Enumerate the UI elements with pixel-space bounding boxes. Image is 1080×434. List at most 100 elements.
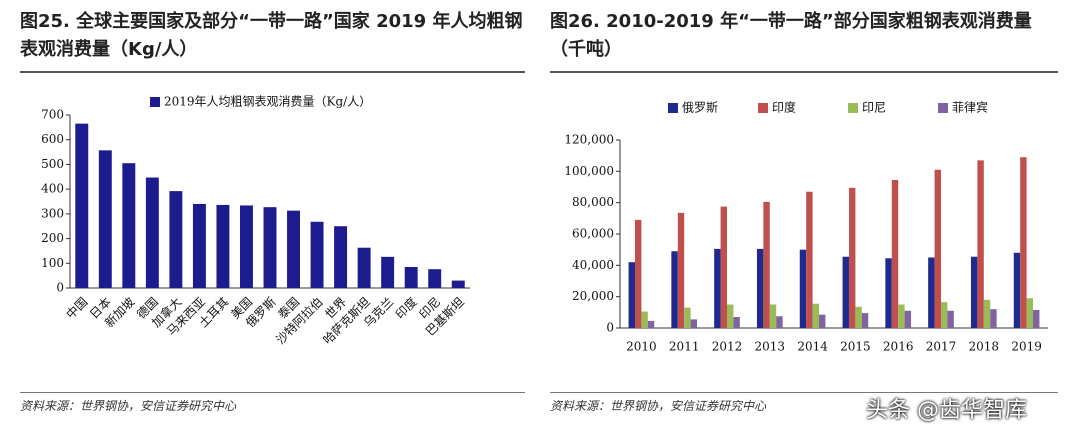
legend-swatch: [758, 103, 768, 113]
y-tick-label: 100: [41, 256, 64, 270]
bar: [990, 309, 997, 328]
bar: [727, 304, 734, 328]
y-tick-label: 40,000: [572, 258, 614, 272]
bar: [647, 320, 655, 328]
y-tick-label: 200: [41, 231, 64, 245]
bar: [334, 226, 348, 288]
bar: [806, 191, 813, 328]
x-tick-label: 2011: [669, 340, 700, 354]
x-tick-label: 印度: [392, 294, 420, 322]
bar: [145, 177, 159, 288]
legend-label: 俄罗斯: [682, 101, 718, 115]
bar: [634, 219, 642, 328]
bar: [934, 169, 941, 328]
bar: [720, 206, 727, 328]
legend-label: 印度: [772, 100, 796, 115]
y-tick-label: 0: [606, 321, 614, 335]
bar: [192, 203, 206, 288]
y-tick-label: 300: [41, 206, 64, 220]
bar: [671, 251, 678, 328]
bar: [855, 306, 862, 328]
y-tick-label: 80,000: [572, 195, 614, 209]
y-tick-label: 400: [41, 182, 64, 196]
rule: [550, 392, 1058, 393]
x-tick-label: 2019: [1011, 340, 1042, 354]
x-tick-label: 2018: [969, 340, 1000, 354]
bar: [169, 191, 183, 288]
y-tick-label: 20,000: [572, 289, 614, 303]
bar: [891, 179, 899, 328]
source: 资料来源：世界钢协，安信证券研究中心: [550, 399, 767, 413]
x-tick-label: 2012: [712, 340, 743, 354]
legend-label: 印尼: [862, 101, 886, 115]
bar: [733, 317, 740, 328]
y-tick-label: 100,000: [564, 164, 614, 178]
bar: [812, 303, 820, 328]
rule: [20, 71, 525, 73]
x-tick-label: 2010: [626, 340, 657, 354]
y-tick-label: 0: [56, 281, 64, 295]
x-tick-label: 中国: [63, 294, 91, 322]
bar: [451, 280, 465, 288]
bar: [799, 249, 807, 328]
bar: [310, 221, 324, 288]
y-tick-label: 700: [41, 108, 64, 122]
watermark: 头条 @齿华智库: [866, 398, 1027, 423]
x-tick-label: 2015: [840, 340, 871, 354]
figure-title: 图26. 2010-2019 年“一带一路”部分国家粗钢表观消费量（千吨）: [550, 11, 1032, 60]
y-tick-label: 600: [41, 132, 64, 146]
legend-swatch: [848, 103, 858, 113]
bar: [763, 201, 770, 328]
bar: [977, 160, 984, 328]
bar: [1020, 157, 1027, 328]
bar: [776, 316, 783, 328]
x-tick-label: 2016: [883, 340, 914, 354]
bar: [970, 256, 978, 328]
bar: [381, 256, 395, 288]
x-tick-label: 2017: [926, 340, 957, 354]
rule: [20, 392, 525, 393]
x-tick-label: 2014: [797, 340, 828, 354]
bar: [98, 150, 112, 288]
bar: [756, 248, 764, 328]
bar: [690, 319, 698, 328]
bar: [898, 304, 905, 328]
bar: [1026, 298, 1034, 328]
bar: [819, 314, 826, 328]
figure-title: 图25. 全球主要国家及部分“一带一路”国家 2019 年人均粗钢表观消费量（K…: [20, 11, 523, 60]
y-tick-label: 60,000: [572, 227, 614, 241]
bar: [75, 123, 89, 289]
bar: [287, 210, 300, 288]
bar: [904, 310, 912, 328]
bar: [428, 269, 442, 288]
bar: [1033, 309, 1040, 328]
bar: [842, 256, 849, 328]
bar: [714, 248, 721, 328]
bar: [1013, 252, 1021, 328]
legend-swatch: [938, 103, 948, 113]
bar: [628, 262, 635, 328]
bar: [885, 258, 892, 328]
legend-label: 菲律宾: [952, 100, 988, 115]
bar: [941, 302, 948, 328]
bar: [404, 266, 418, 288]
bar: [983, 299, 991, 328]
bar: [769, 304, 777, 328]
legend-swatch: [668, 103, 678, 113]
rule: [550, 71, 1058, 73]
y-tick-label: 500: [41, 157, 64, 171]
bar: [684, 307, 691, 328]
legend-swatch: [150, 97, 160, 107]
y-tick-label: 120,000: [564, 133, 614, 147]
bar: [240, 205, 253, 288]
bar: [216, 204, 230, 288]
x-tick-label: 2013: [755, 340, 786, 354]
bar: [848, 187, 856, 328]
legend-label: 2019年人均粗钢表观消费量（Kg/人）: [164, 95, 371, 109]
bar: [677, 212, 685, 328]
bar: [641, 311, 648, 328]
bar: [122, 163, 136, 288]
bar: [263, 207, 277, 288]
